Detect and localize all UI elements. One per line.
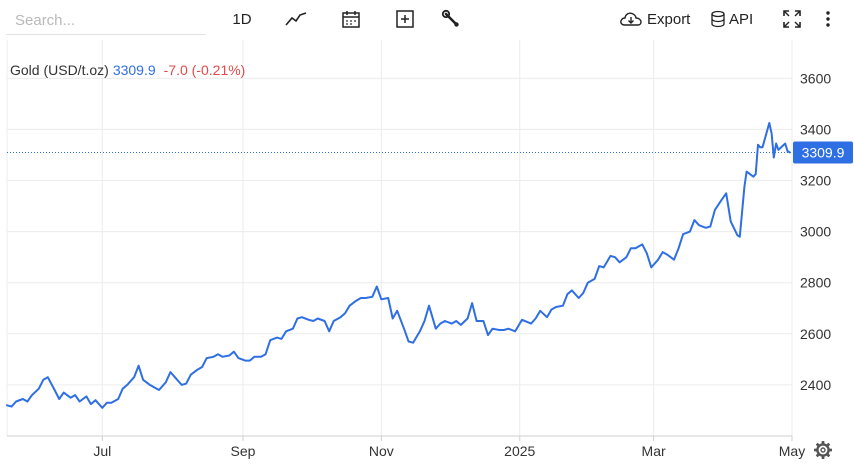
last-price-label-group: 3309.9: [793, 141, 853, 164]
chart-legend: Gold (USD/t.oz) 3309.9 -7.0 (-0.21%): [10, 62, 245, 78]
chart-toolbar: 1D Export API: [0, 0, 854, 40]
cloud-download-icon: [619, 10, 643, 28]
expand-icon[interactable]: [780, 6, 804, 32]
y-tick-label: 3600: [800, 70, 831, 86]
x-tick-label: 2025: [504, 443, 535, 459]
gold-price-line: [6, 122, 791, 409]
x-tick-label: Mar: [642, 443, 666, 459]
x-tick-label: Sep: [230, 443, 255, 459]
calendar-icon[interactable]: [338, 6, 364, 32]
api-button[interactable]: API: [710, 6, 760, 32]
more-vertical-icon[interactable]: [818, 6, 838, 32]
y-tick-label: 2400: [800, 377, 831, 393]
period-label: 1D: [232, 10, 252, 28]
chart-grid: [7, 40, 793, 436]
wrench-icon[interactable]: [438, 6, 464, 32]
x-tick-label: Nov: [369, 443, 394, 459]
plus-square-icon[interactable]: [392, 6, 418, 32]
export-label: Export: [647, 10, 691, 28]
line-chart-icon[interactable]: [282, 6, 310, 32]
y-tick-label: 3000: [800, 224, 831, 240]
last-price-tag-label: 3309.9: [802, 144, 845, 160]
gear-icon[interactable]: [813, 440, 833, 460]
search-input[interactable]: [6, 8, 205, 32]
y-tick-label: 3200: [800, 173, 831, 189]
x-tick-label: Jul: [93, 443, 111, 459]
instrument-price: 3309.9: [112, 62, 156, 78]
y-tick-label: 3400: [800, 121, 831, 137]
x-tick-label: May: [779, 443, 805, 459]
x-axis-ticks: Jul Sep Nov 2025 Mar May: [93, 436, 805, 459]
export-button[interactable]: Export: [619, 6, 693, 32]
period-button[interactable]: 1D: [228, 6, 256, 32]
database-icon: [710, 10, 726, 28]
last-price-tag: [793, 141, 853, 164]
y-axis-ticks: 2400 2600 2800 3000 3200 3400 3600: [800, 70, 831, 393]
instrument-change: -7.0 (-0.21%): [163, 62, 246, 78]
search-box: [6, 8, 206, 35]
y-tick-label: 2600: [800, 326, 831, 342]
api-label: API: [729, 10, 754, 28]
instrument-name: Gold (USD/t.oz): [10, 62, 109, 78]
y-tick-label: 2800: [800, 275, 831, 291]
